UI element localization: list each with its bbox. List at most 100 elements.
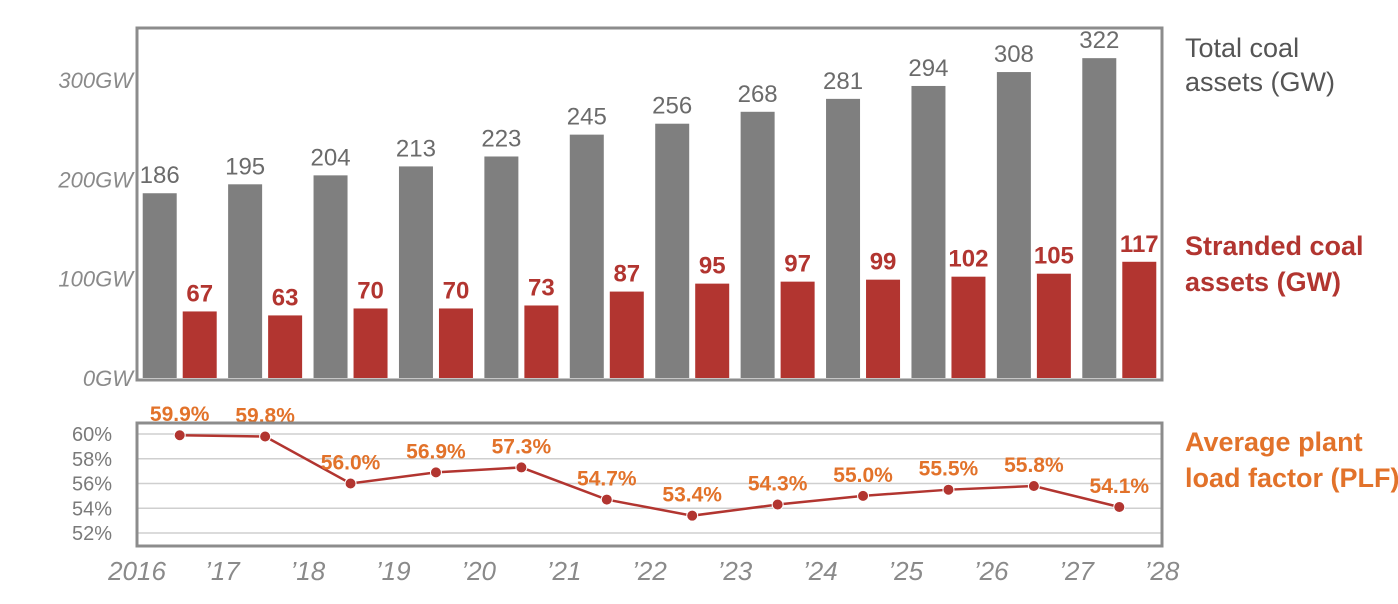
stranded-bar [268, 315, 303, 378]
stranded-bar-label: 97 [784, 251, 811, 278]
total-bar-label: 245 [567, 104, 607, 131]
stranded-bar [182, 311, 217, 378]
plf-point [173, 429, 186, 442]
plf-point [686, 509, 699, 522]
total-bar-label: 308 [994, 41, 1034, 68]
total-bar [313, 175, 348, 378]
plf-point-label: 54.1% [1090, 475, 1150, 498]
plf-point [344, 477, 357, 490]
x-tick-label: ’23 [718, 556, 753, 586]
legend-plf-line2: load factor (PLF) [1185, 463, 1398, 493]
x-tick-label: 2016 [107, 556, 166, 586]
x-tick-label: ’26 [974, 556, 1009, 586]
stranded-bar-label: 73 [528, 274, 555, 301]
legend-stranded-line1: Stranded coal [1185, 231, 1364, 261]
stranded-bar [695, 283, 730, 378]
bar-panel-frame [135, 26, 1164, 382]
total-bar [826, 98, 861, 378]
total-bar-label: 213 [396, 135, 436, 162]
plf-point-label: 55.5% [919, 458, 979, 481]
plf-point [857, 489, 870, 502]
plf-point-label: 54.3% [748, 473, 808, 496]
stranded-bar-label: 99 [870, 249, 897, 276]
total-bar [740, 111, 775, 378]
legend-total-line2: assets (GW) [1185, 67, 1335, 97]
data-labels-layer: 186 195 204 213 223 245 256 268 281 294 308 322 67 63… [140, 27, 1159, 507]
plf-point-label: 54.7% [577, 468, 637, 491]
x-tick-label: ’20 [461, 556, 496, 586]
plf-point [429, 466, 442, 479]
plf-point-label: 56.0% [321, 452, 381, 475]
total-bar-label: 186 [140, 162, 180, 189]
total-bar [911, 85, 946, 379]
stranded-bar [866, 279, 901, 378]
stranded-bar-label: 105 [1034, 243, 1074, 270]
stranded-bar-label: 95 [699, 253, 726, 280]
x-tick-label: ’22 [632, 556, 667, 586]
stranded-bar [524, 305, 559, 378]
x-tick-label: ’21 [547, 556, 582, 586]
total-bar [398, 166, 433, 378]
legend-stranded-line2: assets (GW) [1185, 267, 1341, 297]
plf-y-tick-label: 60% [72, 424, 112, 446]
total-bar [484, 156, 519, 378]
total-bar [655, 123, 690, 378]
total-bar-label: 204 [311, 144, 351, 171]
total-bar [1082, 58, 1117, 378]
total-bar-label: 223 [481, 125, 521, 152]
x-tick-label: ’25 [888, 556, 923, 586]
stranded-bar [353, 308, 388, 378]
plf-point-label: 55.0% [833, 464, 893, 487]
stranded-bar [1122, 261, 1157, 378]
plf-point [1027, 479, 1040, 492]
x-tick-label: ’28 [1145, 556, 1180, 586]
total-bar-label: 281 [823, 68, 863, 95]
bar-series-layer [142, 58, 1157, 379]
x-tick-label: ’17 [205, 556, 241, 586]
stranded-bar [438, 308, 473, 378]
plf-line-layer [173, 429, 1126, 522]
plf-point-label: 59.9% [150, 403, 210, 426]
total-bar-label: 322 [1079, 27, 1119, 54]
plf-point [259, 430, 272, 443]
plf-y-tick-label: 56% [72, 474, 112, 496]
bar-y-tick-label: 100GW [58, 267, 135, 292]
bar-y-tick-label: 300GW [58, 68, 135, 93]
plf-point-label: 53.4% [662, 484, 722, 507]
x-tick-label: ’27 [1059, 556, 1095, 586]
x-tick-label: ’24 [803, 556, 838, 586]
plf-point [515, 461, 528, 474]
stranded-bar-label: 102 [948, 246, 988, 273]
plf-line [179, 433, 1120, 517]
plf-point [771, 498, 784, 511]
plf-y-tick-label: 52% [72, 523, 112, 545]
plf-point [942, 483, 955, 496]
stranded-bar-label: 70 [357, 277, 384, 304]
plf-point-label: 55.8% [1004, 454, 1064, 477]
plf-y-tick-label: 58% [72, 449, 112, 471]
axis-ticks-layer: 0GW 100GW 200GW 300GW 2016 ’17 ’18 ’19 ’20 ’21 ’22… [57, 68, 1179, 586]
legend: Total coal assets (GW) Stranded coal ass… [1185, 33, 1398, 493]
total-bar-label: 268 [738, 81, 778, 108]
plf-point-label: 56.9% [406, 440, 466, 463]
stranded-bar-label: 67 [186, 280, 213, 307]
stranded-bar-label: 117 [1120, 231, 1159, 258]
stranded-bar-label: 63 [272, 284, 299, 311]
plf-gridlines [137, 433, 1162, 534]
bar-y-tick-label: 200GW [57, 167, 135, 192]
total-bar [142, 193, 177, 378]
x-tick-label: ’18 [290, 556, 325, 586]
x-tick-label: ’19 [376, 556, 411, 586]
plf-point [600, 493, 613, 506]
total-bar [228, 184, 263, 378]
stranded-bar [951, 276, 986, 378]
bar-y-tick-label: 0GW [83, 366, 135, 391]
plf-y-tick-label: 54% [72, 498, 112, 520]
stranded-bar [780, 281, 815, 378]
plf-point-label: 57.3% [492, 435, 552, 458]
plf-panel-frame [135, 421, 1164, 548]
legend-plf-line1: Average plant [1185, 427, 1363, 457]
total-bar-label: 294 [908, 55, 948, 82]
total-bar [996, 72, 1031, 378]
